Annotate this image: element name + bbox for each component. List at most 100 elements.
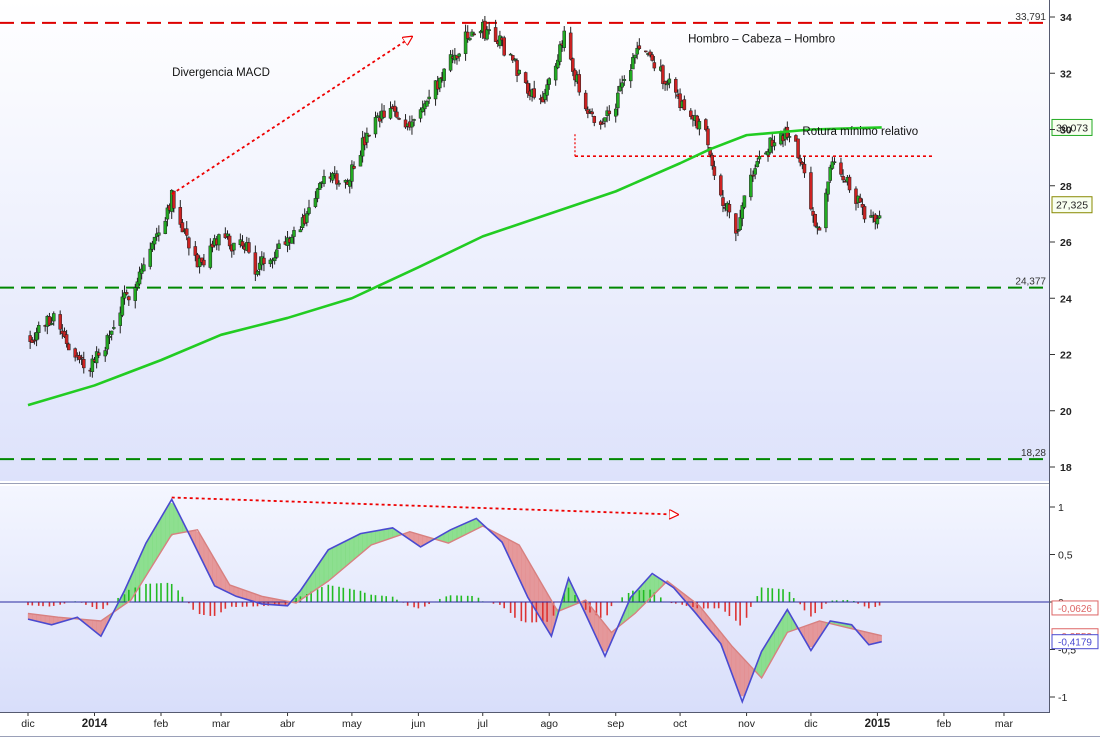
candle-body: [73, 348, 77, 358]
price-ytick-label: 34: [1060, 12, 1072, 24]
candle-body: [139, 268, 144, 274]
candle-body: [124, 292, 129, 295]
candle-body: [352, 166, 356, 169]
candle-body: [631, 57, 635, 70]
candle-body: [330, 173, 335, 181]
candle-body: [393, 105, 397, 112]
candle-body: [47, 316, 52, 326]
candle-body: [749, 174, 753, 198]
candle-body: [556, 59, 560, 69]
reference-line-label-2: 18,28: [1021, 448, 1046, 459]
candle-body: [635, 47, 639, 55]
candle-body: [526, 82, 530, 94]
candle-body: [493, 27, 498, 42]
candle-body: [511, 55, 515, 61]
candle-body: [58, 314, 62, 330]
price-axis-background: [1050, 0, 1100, 481]
annotation-0: Divergencia MACD: [172, 67, 270, 79]
candle-body: [277, 243, 281, 249]
price-value-tag-label-0: 30,073: [1056, 122, 1088, 134]
time-label: may: [342, 718, 363, 730]
candle-body: [590, 111, 594, 115]
candle-body: [583, 92, 588, 110]
candle-body: [28, 335, 32, 342]
candle-body: [455, 55, 459, 59]
candle-body: [553, 65, 558, 81]
macd-signal-line: [27, 525, 882, 680]
candle-body: [862, 206, 867, 220]
candle-body: [395, 111, 399, 118]
candle-body: [272, 257, 277, 262]
macd-ytick-label: 1: [1058, 502, 1064, 514]
candle-body: [809, 172, 813, 210]
candle-body: [727, 204, 732, 213]
candle-body: [410, 121, 414, 128]
candle-body: [712, 166, 717, 176]
candle-body: [227, 235, 232, 247]
candle-body: [796, 138, 800, 159]
candle-body: [315, 188, 320, 199]
time-label: ago: [540, 718, 558, 730]
candle-body: [208, 245, 213, 268]
time-label: dic: [21, 718, 34, 730]
candle-body: [841, 176, 845, 181]
time-label: 2014: [82, 718, 108, 730]
candle-body: [438, 77, 442, 89]
candle-body: [403, 119, 408, 128]
candle-body: [322, 176, 326, 184]
candle-body: [689, 110, 693, 117]
candle-body: [157, 232, 161, 236]
candle-body: [373, 117, 378, 135]
candle-body: [824, 192, 828, 229]
candle-body: [36, 325, 41, 334]
candle-body: [704, 119, 708, 130]
candle-body: [736, 230, 740, 232]
candle-body: [163, 220, 168, 234]
candle-body: [418, 109, 423, 119]
candle-body: [502, 37, 506, 56]
candle-body: [448, 54, 453, 71]
macd-value-tag-0: [1051, 600, 1099, 616]
candle-body: [122, 292, 127, 299]
candle-body: [710, 154, 715, 167]
candle-body: [133, 287, 137, 301]
candle-body: [137, 271, 142, 285]
candle-body: [648, 51, 652, 56]
price-ytick-label: 18: [1060, 462, 1072, 474]
macd-fill-segment: [808, 623, 814, 648]
candle-body: [738, 217, 742, 231]
candle-body: [800, 162, 805, 165]
candle-body: [382, 110, 386, 118]
candle-body: [568, 32, 573, 60]
candle-body: [545, 84, 549, 96]
candle-body: [826, 181, 830, 195]
candle-body: [109, 330, 114, 335]
candle-body: [135, 281, 140, 288]
candle-body: [613, 108, 618, 117]
candle-body: [420, 107, 425, 113]
annotation-1: Hombro – Cabeza – Hombro: [688, 33, 835, 45]
candle-body: [637, 45, 642, 49]
macd-ytick-label: -1: [1058, 692, 1067, 704]
candle-body: [663, 81, 667, 85]
candle-body: [150, 242, 155, 250]
candle-body: [740, 205, 745, 219]
time-label: nov: [738, 718, 756, 730]
candle-body: [79, 357, 84, 359]
macd-fill-segment: [341, 540, 346, 571]
candle-body: [757, 155, 762, 160]
time-axis-background: [0, 712, 1100, 738]
candle-body: [67, 343, 71, 351]
price-ytick-label: 28: [1060, 181, 1072, 193]
candle-body: [193, 246, 198, 256]
candle-body: [620, 82, 624, 88]
candle-body: [734, 213, 738, 234]
candle-body: [644, 50, 648, 53]
candle-body: [607, 110, 612, 115]
macd-fill-segment: [868, 632, 874, 645]
candle-body: [661, 65, 665, 84]
macd-value-tag-2: [1051, 634, 1099, 650]
candle-body: [465, 31, 470, 39]
macd-fill-segment: [739, 654, 745, 697]
